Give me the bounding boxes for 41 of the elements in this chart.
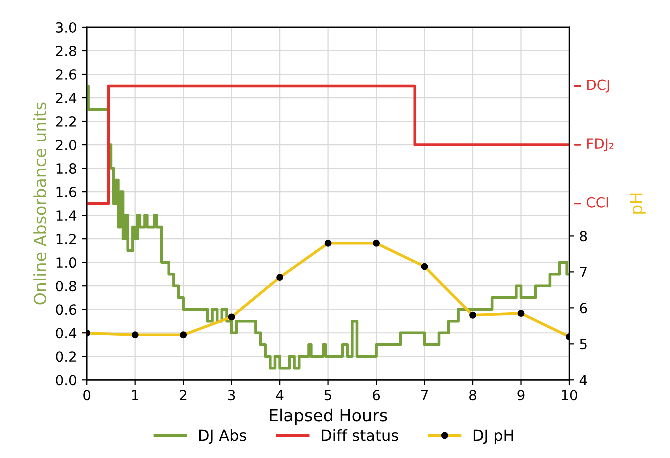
y-tick-label: 1.6 [56,187,77,198]
x-tick-label: 5 [324,390,332,401]
y-tick-label: 0.4 [56,328,77,339]
legend-label: DJ Abs [200,429,246,444]
y2-axis-title: pH [630,194,646,214]
y-tick-label: 2.2 [56,116,76,127]
y-tick-label: 1.4 [56,210,77,221]
x-tick-label: 4 [276,390,284,400]
y-tick-label: 0.6 [56,304,77,316]
y2-tick-label: 4 [580,375,588,386]
x-tick-label: 3 [228,390,236,401]
x-tick-label: 7 [422,390,428,400]
y-tick-label: 3.0 [56,22,76,33]
y-tick-label: 1.2 [56,234,76,244]
y2-tick-label: 6 [580,303,588,314]
x-axis-title: Elapsed Hours [270,408,388,425]
text: CCI [586,197,608,208]
y-tick-label: 2.8 [56,46,76,56]
x-tick-label: 8 [470,390,476,401]
text: DCJ [588,80,610,93]
y-tick-label: 0.8 [56,281,76,292]
y-tick-label: 0.2 [56,352,76,362]
y2-tick-label: 8 [580,231,588,242]
x-tick-label: 10 [562,390,578,401]
y-tick-label: 2.4 [56,92,77,104]
x-tick-label: 0 [84,390,91,401]
y-tick-label: 2.6 [56,69,77,80]
y2-tick-label: 7 [580,267,587,278]
y2-tick-label: 5 [580,339,587,350]
legend-label: Diff status [322,429,398,442]
x-tick-label: 6 [373,390,380,401]
y-tick-label: 1.0 [56,258,76,268]
x-tick-label: 9 [518,390,525,401]
y-tick-label: 2.0 [56,140,76,151]
y-tick-label: 0.0 [56,375,76,386]
y-axis-title: Online Absorbance units [34,102,47,305]
legend-label: DJ pH [474,430,514,444]
x-tick-label: 1 [132,390,138,400]
x-tick-label: 2 [180,390,187,400]
text: FDJ₂ [588,138,614,152]
y-tick-label: 1.8 [56,164,76,174]
